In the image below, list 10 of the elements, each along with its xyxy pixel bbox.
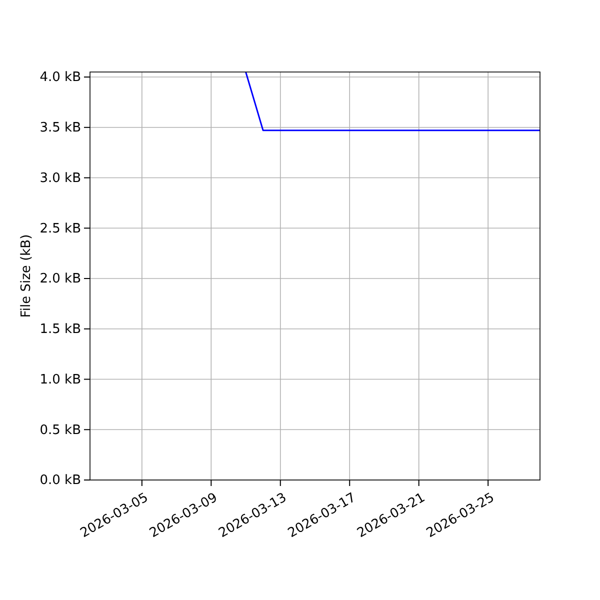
y-tick-label: 4.0 kB [40,70,81,86]
y-tick-label: 0.5 kB [40,422,81,438]
y-tick-label: 1.0 kB [40,372,81,388]
y-tick-label: 1.5 kB [40,322,81,338]
y-tick-label: 0.0 kB [40,473,81,488]
y-axis-title: File Size (kB) [19,234,34,318]
y-tick-label: 3.0 kB [40,170,81,186]
y-tick-label: 3.5 kB [40,120,81,136]
y-tick-label: 2.5 kB [40,221,81,236]
y-tick-label: 2.0 kB [40,272,81,287]
